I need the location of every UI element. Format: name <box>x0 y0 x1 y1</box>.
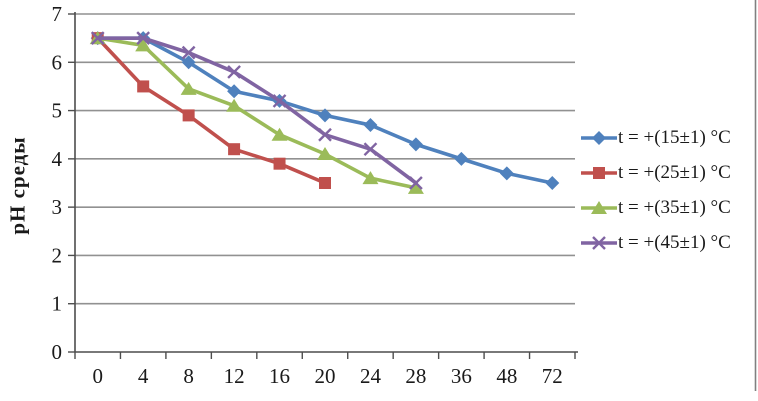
square-marker-icon <box>182 109 195 122</box>
x-axis-tick-label: 28 <box>405 364 426 388</box>
x-marker-icon <box>181 45 196 60</box>
x-axis-tick-label: 4 <box>138 364 149 388</box>
x-axis-tick-label: 16 <box>269 364 290 388</box>
x-axis-tick-label: 8 <box>183 364 194 388</box>
x-marker-icon <box>318 127 332 142</box>
x-marker-icon <box>409 176 423 190</box>
series-square <box>91 32 331 189</box>
x-marker-icon <box>272 94 287 108</box>
square-marker-icon <box>273 157 286 170</box>
legend-item-45c: t = +(45±1) °C <box>580 225 756 260</box>
triangle-marker-icon <box>407 180 424 194</box>
x-marker-icon <box>592 235 606 250</box>
diamond-marker-icon <box>592 130 606 145</box>
diamond-marker-icon <box>363 118 378 133</box>
diamond-marker-icon <box>499 166 514 181</box>
y-axis-tick-label: 6 <box>52 50 63 74</box>
x-marker-icon <box>136 31 151 45</box>
y-axis-tick-label: 4 <box>52 147 63 171</box>
legend-label: t = +(45±1) °C <box>618 231 731 253</box>
x-marker-icon <box>363 142 378 157</box>
legend-swatch-canvas <box>581 166 617 179</box>
x-axis-tick-label: 0 <box>92 364 103 388</box>
triangle-marker-icon <box>226 98 243 112</box>
y-axis-tick-label: 3 <box>52 195 63 219</box>
y-axis-tick-label: 2 <box>52 243 63 267</box>
square-marker-icon <box>228 143 241 156</box>
diamond-marker-icon <box>545 176 560 190</box>
diamond-marker-icon <box>227 84 242 99</box>
series-line <box>95 36 418 190</box>
diamond-marker-icon <box>408 137 423 152</box>
triangle-marker-icon <box>180 81 197 95</box>
triangle-marker-icon <box>591 200 607 214</box>
triangle-marker-icon <box>135 38 152 52</box>
legend-item-25c: t = +(25±1) °C <box>580 155 756 190</box>
triangle-marker-icon <box>317 147 333 161</box>
series-25c-marker-swatch <box>580 165 618 181</box>
legend-label: t = +(25±1) °C <box>618 161 731 183</box>
x-axis-tick-label: 48 <box>496 364 517 388</box>
legend-swatch-canvas <box>581 235 617 250</box>
x-axis-tick-label: 72 <box>542 364 563 388</box>
chart-legend: t = +(15±1) °C t = +(25±1) °C t = +(35±1… <box>580 120 756 260</box>
square-marker-icon <box>593 166 605 179</box>
square-marker-icon <box>137 80 150 93</box>
y-axis-title: pH среды <box>5 136 30 235</box>
legend-item-35c: t = +(35±1) °C <box>580 190 756 225</box>
legend-swatch-canvas <box>581 130 617 145</box>
legend-label: t = +(15±1) °C <box>618 126 731 148</box>
series-triangle <box>89 31 424 194</box>
square-marker-icon <box>319 177 331 189</box>
series-45c-marker-swatch <box>580 235 618 251</box>
legend-swatch-canvas <box>581 200 617 214</box>
diamond-marker-icon <box>454 151 469 166</box>
diamond-marker-icon <box>318 108 332 123</box>
series-x <box>90 31 423 190</box>
x-marker-icon <box>90 31 105 45</box>
series-35c-marker-swatch <box>580 200 618 216</box>
x-axis-tick-label: 36 <box>451 364 472 388</box>
x-axis-tick-label: 20 <box>315 364 336 388</box>
series-15c-marker-swatch <box>580 130 618 146</box>
x-axis-tick-label: 12 <box>224 364 245 388</box>
y-axis-tick-label: 0 <box>52 340 63 364</box>
legend-label: t = +(35±1) °C <box>618 196 731 218</box>
y-axis-tick-label: 5 <box>52 99 63 123</box>
x-marker-icon <box>227 65 241 79</box>
series-line <box>95 36 418 185</box>
diamond-marker-icon <box>181 55 196 70</box>
series-line <box>95 36 327 185</box>
legend-item-15c: t = +(15±1) °C <box>580 120 756 155</box>
x-axis-tick-label: 24 <box>360 364 382 388</box>
triangle-marker-icon <box>362 171 379 185</box>
y-axis-tick-label: 7 <box>52 2 63 26</box>
y-axis-tick-label: 1 <box>52 292 63 316</box>
triangle-marker-icon <box>271 127 288 141</box>
